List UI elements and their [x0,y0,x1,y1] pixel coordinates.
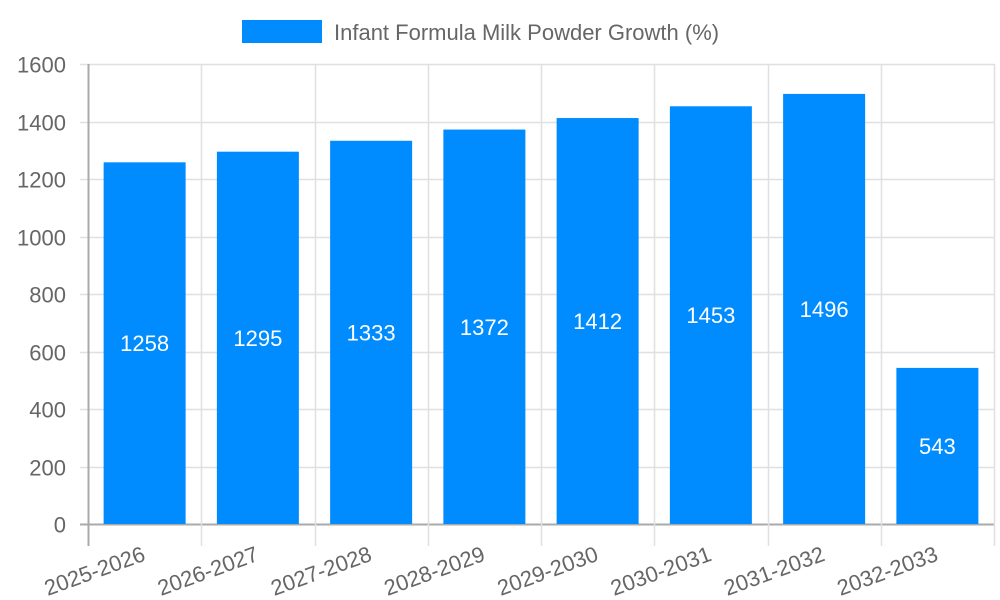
x-tick-label: 2031-2032 [720,541,827,600]
y-tick-label: 1400 [17,111,66,136]
legend[interactable]: Infant Formula Milk Powder Growth (%) [242,20,719,45]
x-tick-label: 2029-2030 [494,541,601,600]
y-tick-label: 1600 [17,53,66,78]
x-tick-label: 2026-2027 [154,541,261,600]
y-tick-label: 1200 [17,168,66,193]
bar[interactable] [669,106,752,524]
x-tick-label: 2027-2028 [267,541,374,600]
y-tick-label: 0 [54,513,66,538]
x-tick-label: 2032-2033 [834,541,941,600]
bar-series: 1258 1295 1333 1372 1412 1453 1496 543 [103,93,979,525]
bar-value-label: 1258 [120,331,169,356]
bar[interactable] [896,367,979,524]
legend-swatch [242,20,322,43]
x-tick-label: 2028-2029 [381,541,488,600]
bar-value-label: 543 [919,434,956,459]
bar-value-label: 1333 [347,320,396,345]
bar-value-label: 1496 [800,297,849,322]
y-tick-label: 1000 [17,226,66,251]
bar-value-label: 1295 [233,326,282,351]
x-tick-label: 2030-2031 [607,541,714,600]
legend-label: Infant Formula Milk Powder Growth (%) [334,20,719,45]
y-axis: 0 200 400 600 800 1000 1200 1400 1600 [17,53,66,538]
bar[interactable] [103,162,186,524]
y-tick-label: 600 [29,341,66,366]
bar[interactable] [216,151,299,524]
y-tick-label: 200 [29,456,66,481]
bar[interactable] [783,93,866,525]
x-tick-label: 2025-2026 [41,541,148,600]
bar-value-label: 1453 [686,303,735,328]
bar-value-label: 1412 [573,309,622,334]
y-tick-label: 400 [29,398,66,423]
bar[interactable] [330,140,413,524]
bar[interactable] [556,118,639,525]
bar[interactable] [443,129,526,525]
x-axis: 2025-2026 2026-2027 2027-2028 2028-2029 2029… [41,541,941,600]
y-tick-label: 800 [29,283,66,308]
bar-value-label: 1372 [460,315,509,340]
